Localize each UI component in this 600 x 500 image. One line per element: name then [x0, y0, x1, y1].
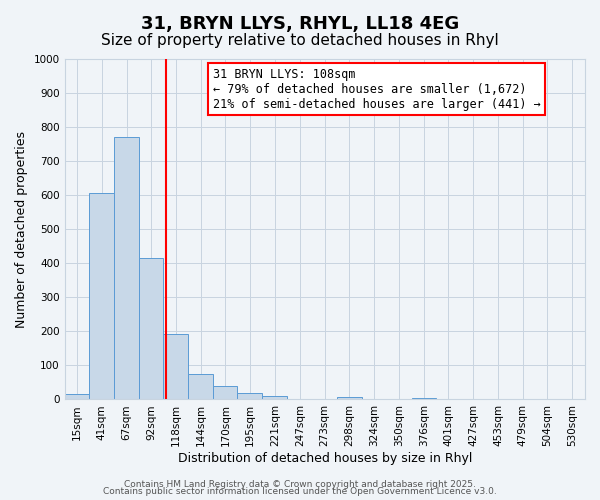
Text: Contains public sector information licensed under the Open Government Licence v3: Contains public sector information licen…	[103, 487, 497, 496]
Bar	[89, 194, 114, 400]
Bar	[412, 398, 436, 400]
Bar	[139, 258, 163, 400]
Bar	[114, 138, 139, 400]
Bar	[163, 334, 188, 400]
Y-axis label: Number of detached properties: Number of detached properties	[15, 130, 28, 328]
X-axis label: Distribution of detached houses by size in Rhyl: Distribution of detached houses by size …	[178, 452, 472, 465]
Text: 31, BRYN LLYS, RHYL, LL18 4EG: 31, BRYN LLYS, RHYL, LL18 4EG	[141, 15, 459, 33]
Text: 31 BRYN LLYS: 108sqm
← 79% of detached houses are smaller (1,672)
21% of semi-de: 31 BRYN LLYS: 108sqm ← 79% of detached h…	[213, 68, 541, 110]
Bar	[214, 386, 238, 400]
Bar	[65, 394, 89, 400]
Bar	[337, 397, 362, 400]
Bar	[238, 394, 262, 400]
Bar	[188, 374, 214, 400]
Bar	[262, 396, 287, 400]
Text: Size of property relative to detached houses in Rhyl: Size of property relative to detached ho…	[101, 32, 499, 48]
Text: Contains HM Land Registry data © Crown copyright and database right 2025.: Contains HM Land Registry data © Crown c…	[124, 480, 476, 489]
